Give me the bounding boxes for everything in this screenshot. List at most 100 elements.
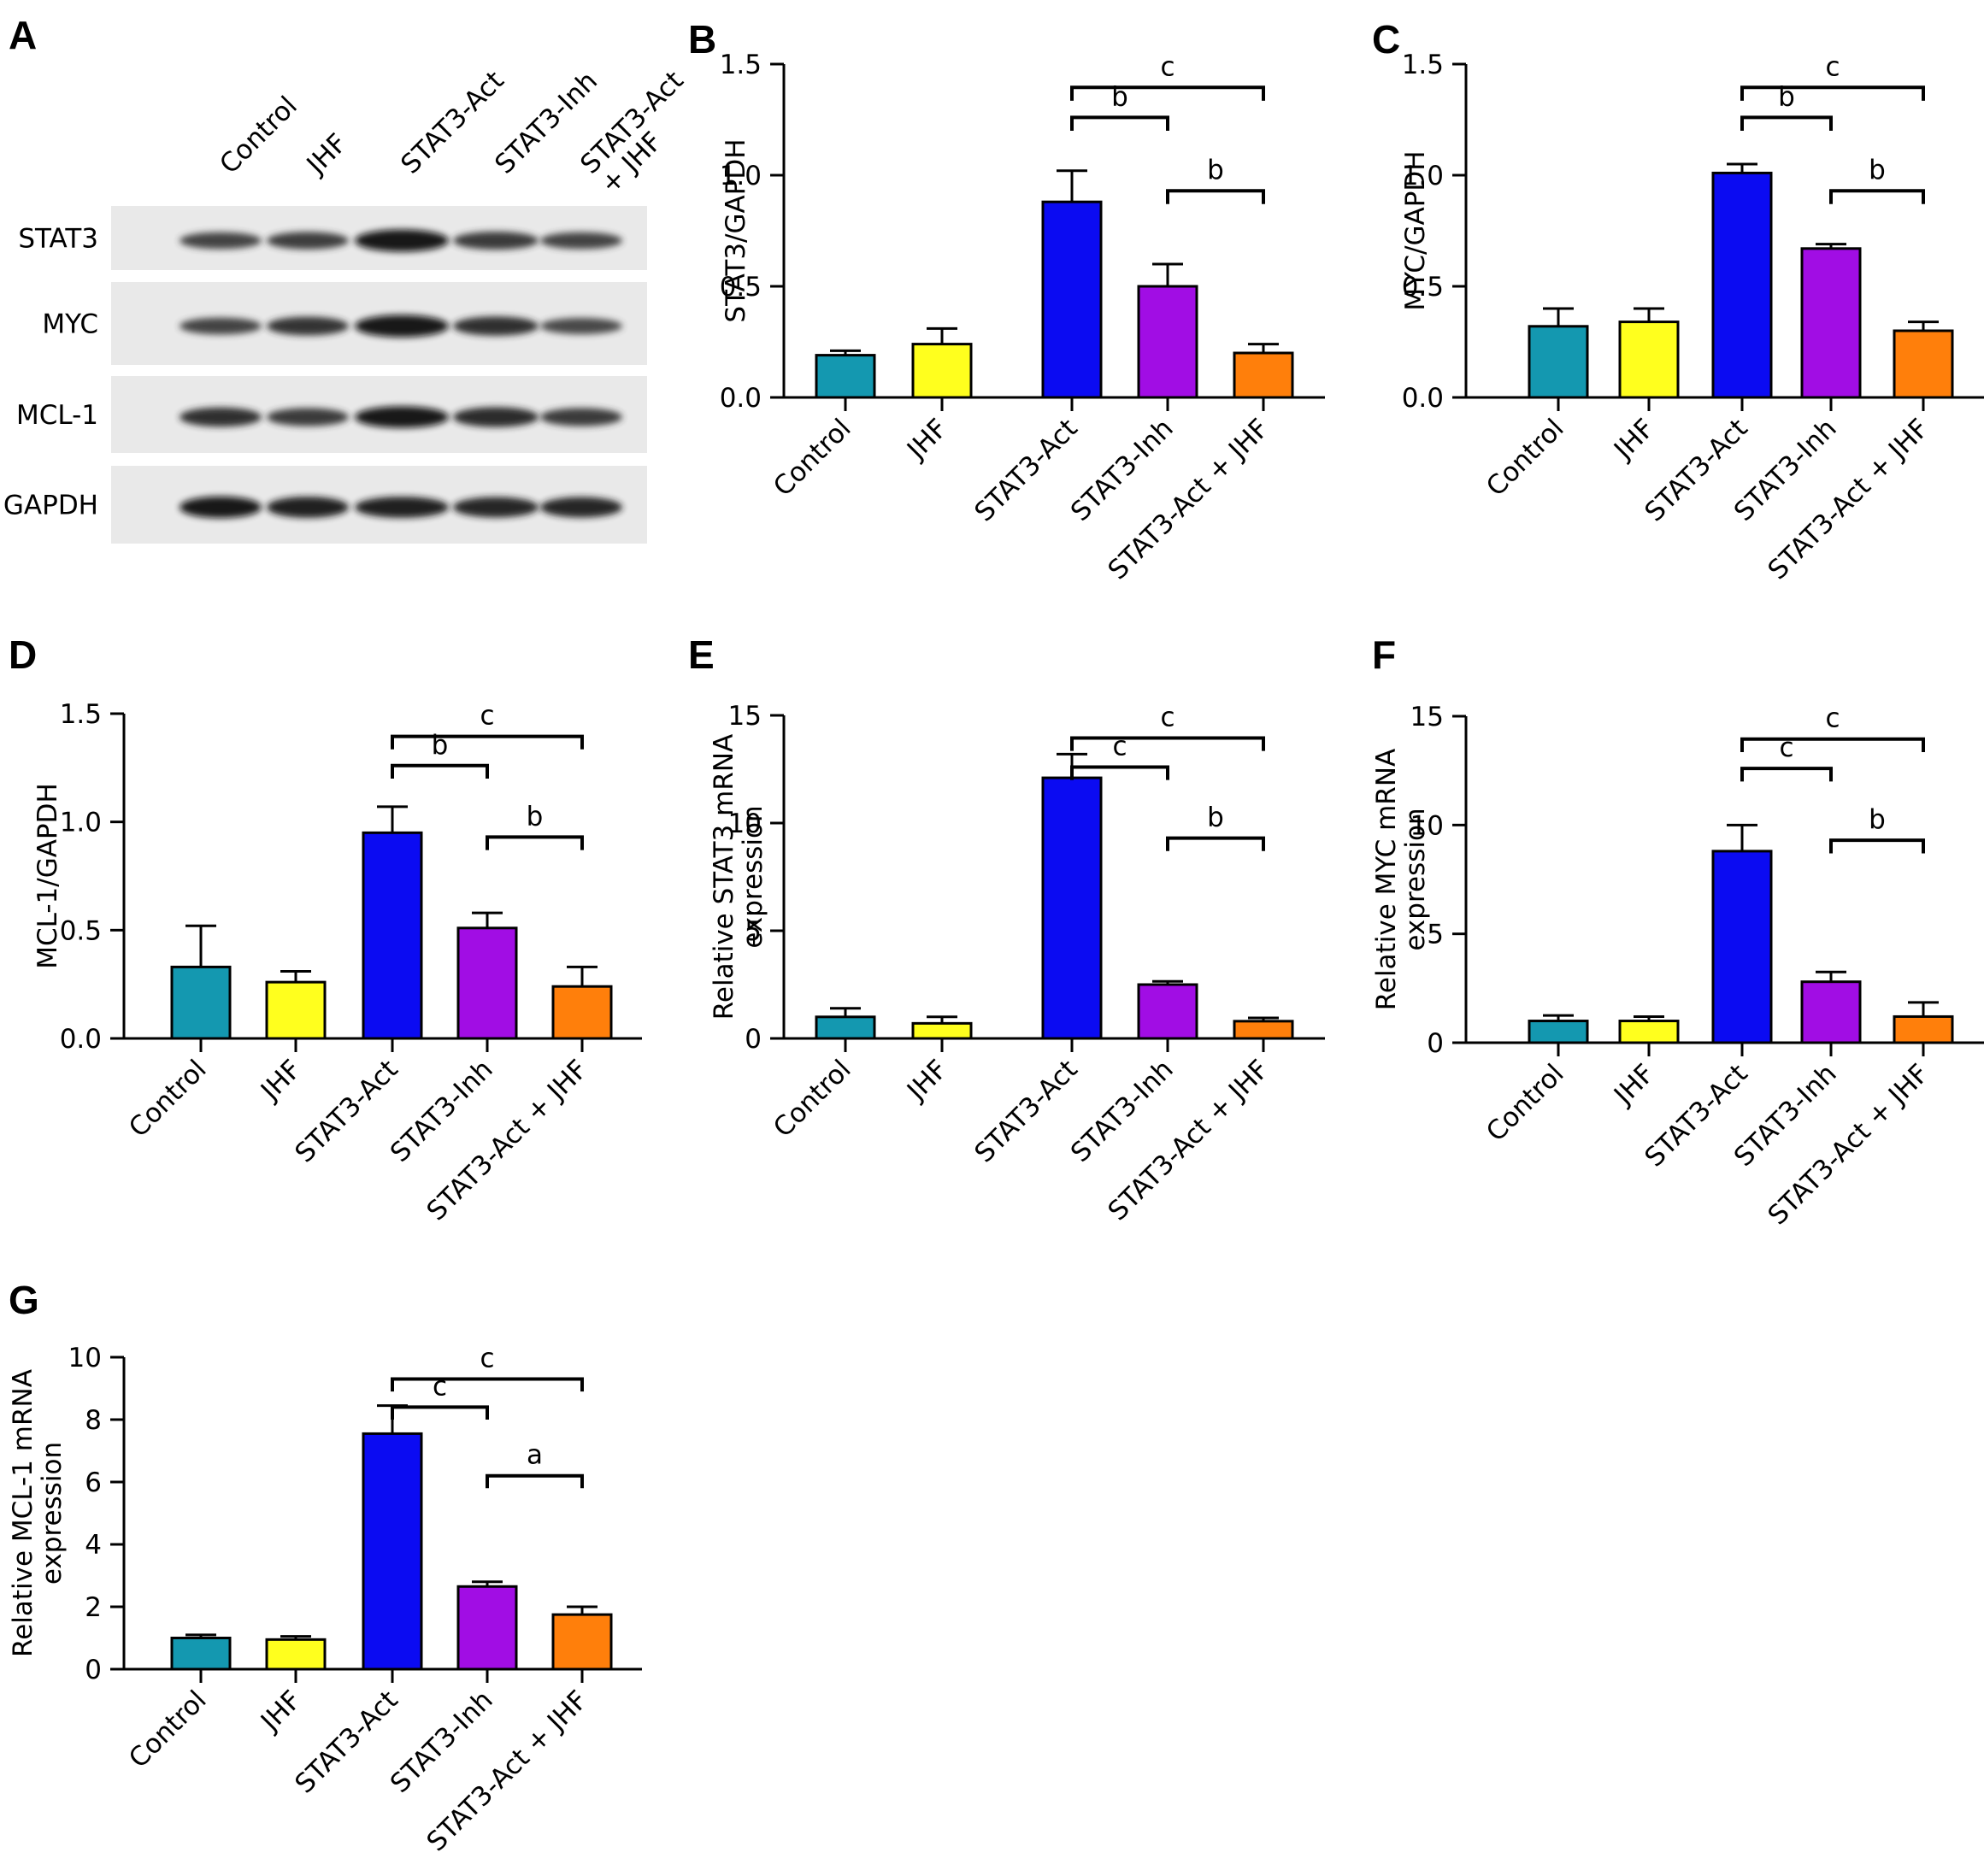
y-axis-label-line: expression bbox=[738, 805, 768, 948]
x-tick-label-control: Control bbox=[1481, 1058, 1570, 1148]
lane-label-text: Control bbox=[214, 91, 303, 180]
panel-letter-a: A bbox=[9, 13, 37, 57]
bracket-line bbox=[391, 734, 584, 750]
bracket-line bbox=[1070, 765, 1169, 780]
x-tick-label-control: Control bbox=[123, 1685, 213, 1774]
bar-stat3-act-jhf bbox=[1233, 351, 1294, 399]
y-tick-label: 0.0 bbox=[60, 1024, 102, 1055]
y-tick-label: 15 bbox=[728, 701, 762, 732]
y-axis-label-line: Relative MCL-1 mRNA bbox=[8, 1369, 38, 1657]
bar-stat3-inh bbox=[1800, 980, 1862, 1044]
bar-stat3-act bbox=[362, 1432, 423, 1671]
bar-stat3-act bbox=[1041, 776, 1103, 1040]
y-tick-label: 1.5 bbox=[1402, 50, 1444, 80]
significance-bracket-2-4: c bbox=[1070, 702, 1265, 751]
bar-jhf bbox=[265, 1638, 327, 1671]
y-tick-label: 1.0 bbox=[60, 808, 102, 838]
y-tick-label: 4 bbox=[85, 1530, 102, 1561]
x-tick-label-stat3-act-jhf: STAT3-Act + JHF bbox=[1102, 1054, 1275, 1226]
bracket-line bbox=[1070, 736, 1265, 751]
blot-row-gapdh: GAPDH bbox=[3, 466, 647, 544]
x-tick-label-control: Control bbox=[123, 1054, 213, 1144]
band-gapdh-stat3-act-jhf bbox=[540, 497, 622, 518]
panel-letter-f: F bbox=[1372, 632, 1396, 677]
panel-letter-e: E bbox=[688, 632, 715, 677]
bar-control bbox=[815, 354, 876, 399]
bar-stat3-act bbox=[362, 831, 423, 1040]
x-tick-label-jhf: JHF bbox=[900, 413, 953, 466]
significance-bracket-3-4: b bbox=[1166, 803, 1265, 851]
bracket-line bbox=[1740, 767, 1833, 782]
significance-label: b bbox=[432, 730, 449, 761]
y-axis-label-line: expression bbox=[37, 1442, 68, 1585]
y-axis-label-line: Relative MYC mRNA bbox=[1371, 749, 1402, 1011]
bar-stat3-act bbox=[1711, 850, 1773, 1044]
x-tick-label-stat3-act-jhf: STAT3-Act + JHF bbox=[421, 1054, 593, 1226]
bar-control bbox=[815, 1015, 876, 1040]
significance-bracket-2-4: c bbox=[1070, 51, 1265, 101]
bar-jhf bbox=[911, 1021, 973, 1040]
bar-control bbox=[170, 965, 232, 1040]
panel-letter-g: G bbox=[9, 1278, 39, 1322]
y-tick-label: 10 bbox=[728, 809, 762, 839]
y-axis-label: MCL-1/GAPDH bbox=[32, 783, 63, 969]
bar-jhf bbox=[911, 343, 973, 399]
blot-row-label: MYC bbox=[42, 309, 98, 340]
bar-stat3-act-jhf bbox=[551, 1613, 613, 1671]
bar-stat3-act-jhf bbox=[1233, 1020, 1294, 1040]
significance-bracket-2-3: b bbox=[391, 730, 489, 779]
significance-bracket-2-3: c bbox=[391, 1371, 489, 1420]
band-mcl-1-jhf bbox=[267, 408, 349, 426]
blot-row-myc: MYC bbox=[42, 282, 647, 365]
x-tick-label-stat3-act: STAT3-Act bbox=[968, 1054, 1083, 1168]
significance-bracket-2-3: b bbox=[1740, 81, 1833, 131]
significance-label: c bbox=[480, 1344, 494, 1374]
y-axis-label-line: Relative STAT3 mRNA bbox=[709, 734, 739, 1020]
blot-row-label: GAPDH bbox=[3, 491, 98, 521]
y-tick-label: 0.0 bbox=[720, 383, 762, 414]
blot-row-mcl-1: MCL-1 bbox=[16, 376, 647, 453]
bracket-line bbox=[486, 835, 584, 850]
band-gapdh-control bbox=[180, 496, 262, 519]
band-stat3-jhf bbox=[267, 232, 349, 250]
blot-row-label: MCL-1 bbox=[16, 400, 98, 431]
significance-label: c bbox=[433, 1371, 447, 1402]
x-tick-label-jhf: JHF bbox=[900, 1054, 953, 1107]
bracket-line bbox=[486, 1473, 584, 1489]
bar-stat3-inh bbox=[456, 1585, 518, 1671]
lane-label-text: JHF bbox=[300, 128, 353, 181]
significance-bracket-2-4: c bbox=[1740, 51, 1925, 101]
x-tick-label-control: Control bbox=[768, 1054, 857, 1144]
bracket-line bbox=[1166, 836, 1265, 851]
band-myc-stat3-act bbox=[355, 315, 449, 338]
significance-bracket-3-4: b bbox=[1829, 155, 1925, 204]
band-mcl-1-control bbox=[180, 407, 262, 427]
band-stat3-stat3-act-jhf bbox=[540, 232, 622, 250]
bar-control bbox=[1528, 1020, 1589, 1044]
significance-bracket-3-4: b bbox=[486, 801, 584, 850]
significance-label: c bbox=[480, 701, 494, 732]
significance-bracket-3-4: b bbox=[1829, 804, 1925, 854]
significance-bracket-2-4: c bbox=[391, 701, 584, 750]
blot-rows: STAT3 MYC MCL-1 GAPDH bbox=[3, 206, 647, 544]
bar-control bbox=[170, 1637, 232, 1671]
bar-stat3-inh bbox=[1137, 285, 1198, 399]
band-mcl-1-stat3-inh bbox=[453, 407, 539, 427]
panel-letter-d: D bbox=[9, 632, 37, 677]
x-tick-label-stat3-act: STAT3-Act bbox=[289, 1054, 403, 1168]
bar-stat3-act-jhf bbox=[551, 985, 613, 1040]
band-mcl-1-stat3-act bbox=[355, 406, 449, 428]
significance-label: b bbox=[1207, 803, 1224, 833]
significance-label: b bbox=[1869, 155, 1886, 185]
x-tick-label-stat3-act: STAT3-Act bbox=[968, 413, 1083, 527]
x-tick-label-stat3-act-jhf: STAT3-Act + JHF bbox=[1762, 413, 1934, 585]
y-tick-label: 8 bbox=[85, 1405, 102, 1436]
bar-stat3-act-jhf bbox=[1893, 1014, 1954, 1044]
significance-label: b bbox=[1869, 804, 1886, 835]
y-tick-label: 1.0 bbox=[1402, 161, 1444, 191]
y-tick-label: 10 bbox=[1410, 810, 1444, 841]
